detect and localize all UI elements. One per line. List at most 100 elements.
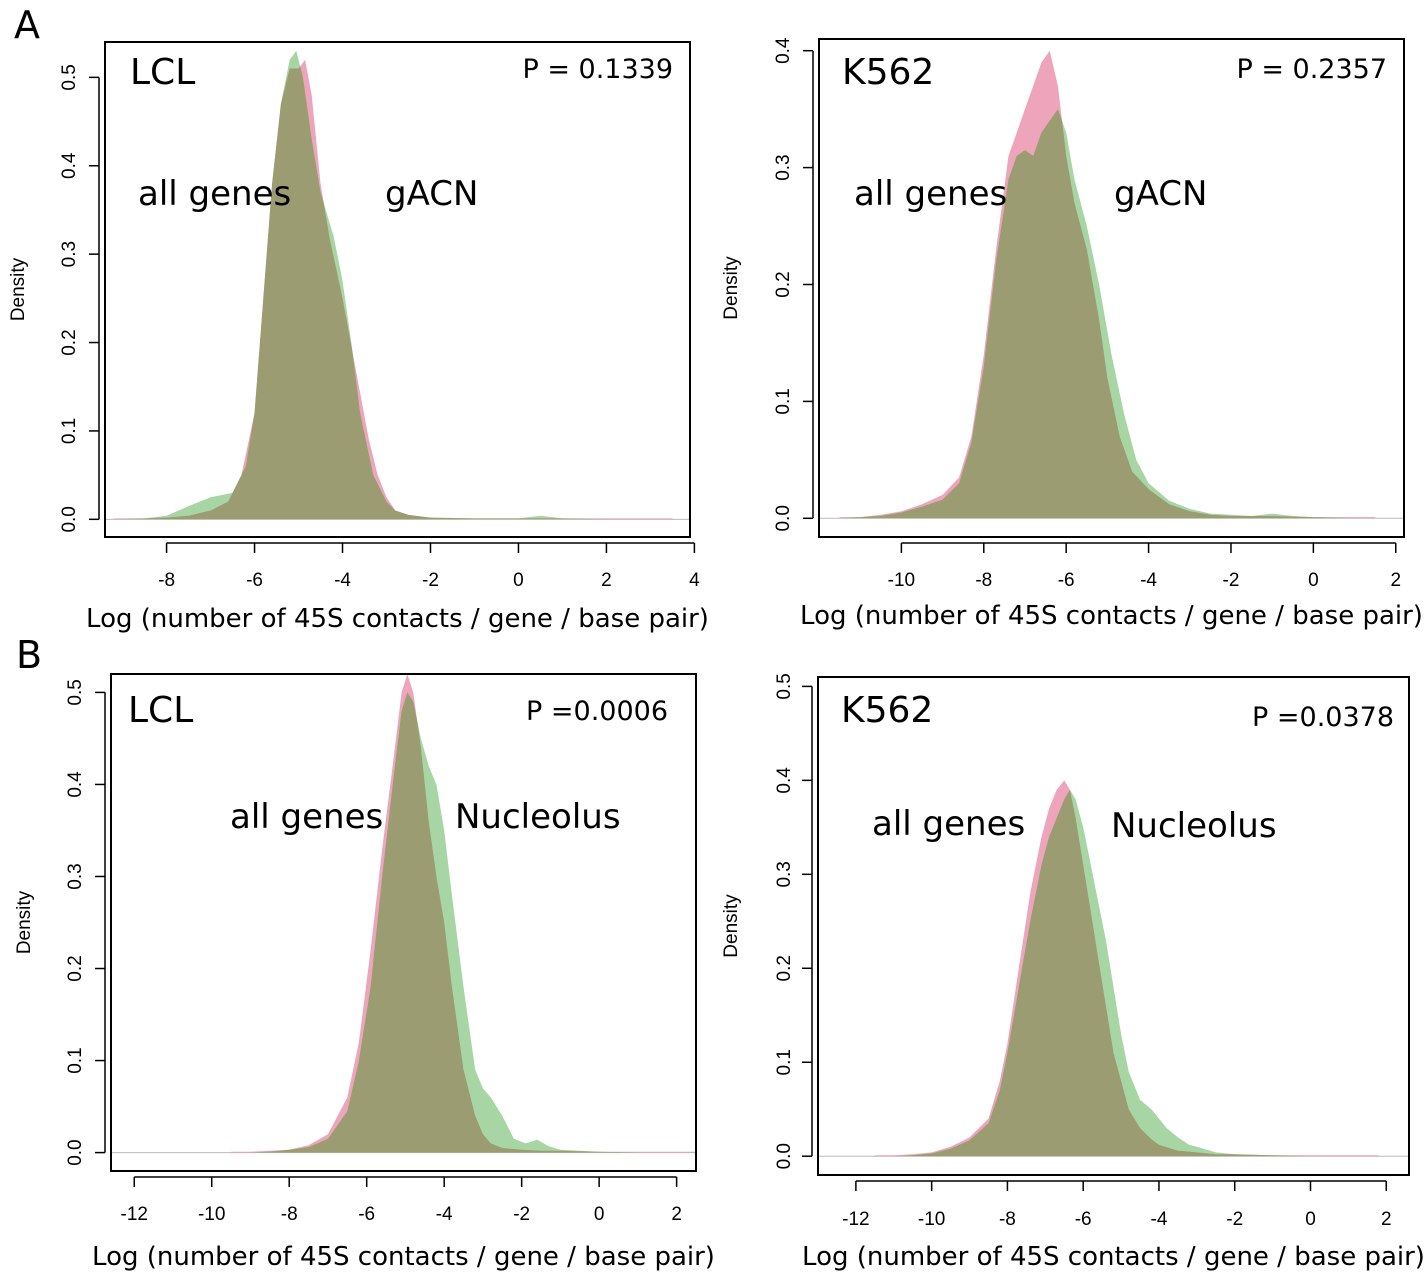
y-tick-label: 0.1: [59, 418, 80, 444]
p-value-label: P = 0.1339: [522, 54, 673, 85]
all-genes-label: all genes: [138, 174, 291, 214]
y-axis: 0.0 0.1 0.2 0.3 0.4 0.5: [59, 64, 100, 533]
y-tick-label: 0.4: [59, 152, 80, 179]
panel-letter-b: B: [16, 633, 42, 677]
x-axis: -10 -8 -6 -4 -2 0 2: [888, 542, 1401, 591]
p-value-label: P =0.0378: [1252, 702, 1394, 733]
x-axis-label: Log (number of 45S contacts / gene / bas…: [800, 601, 1423, 631]
chart-panel-1: -8 -6 -4 -2 0 2 4 0.0 0.1 0.2 0.3 0.4 0.5 Log (number…: [8, 41, 709, 634]
y-tick-label: 0.1: [65, 1047, 86, 1073]
x-tick-label: 2: [671, 1204, 682, 1225]
panel-letter-a: A: [14, 3, 40, 47]
plot-frame: [817, 676, 1410, 1176]
x-tick-label: -12: [121, 1204, 148, 1225]
x-tick-label: -2: [422, 570, 439, 591]
x-tick-label: -8: [158, 570, 175, 591]
y-tick-label: 0.3: [774, 861, 795, 887]
plot-frame: [818, 38, 1405, 538]
y-tick-label: 0.0: [773, 505, 794, 531]
cell-line-label: K562: [842, 52, 934, 93]
x-tick-label: -4: [334, 570, 351, 591]
y-tick-label: 0.3: [65, 863, 86, 889]
y-tick-label: 0.0: [774, 1143, 795, 1169]
x-tick-label: -8: [999, 1209, 1016, 1230]
overlap-density-area: [113, 59, 673, 520]
y-tick-label: 0.0: [65, 1139, 86, 1165]
y-axis: 0.0 0.1 0.2 0.3 0.4: [773, 37, 814, 532]
x-tick-label: -2: [1226, 1209, 1243, 1230]
plot-frame: [110, 673, 697, 1172]
x-tick-label: -10: [198, 1204, 225, 1225]
subset-density-area: [113, 50, 673, 520]
x-tick-label: 2: [1390, 570, 1401, 591]
subset-label: Nucleolus: [455, 797, 621, 837]
x-tick-label: 0: [594, 1204, 605, 1225]
y-axis-label: Density: [14, 890, 35, 954]
x-tick-label: -4: [436, 1204, 453, 1225]
x-tick-label: 0: [1305, 1209, 1316, 1230]
y-tick-label: 0.2: [59, 329, 80, 355]
cell-line-label: LCL: [128, 690, 193, 731]
y-tick-label: 0.3: [773, 154, 794, 180]
y-axis-label: Density: [721, 256, 742, 320]
x-tick-label: 2: [601, 570, 612, 591]
x-tick-label: -6: [1075, 1209, 1092, 1230]
x-axis-label: Log (number of 45S contacts / gene / bas…: [86, 604, 709, 634]
y-tick-label: 0.1: [774, 1049, 795, 1075]
y-tick-label: 0.5: [774, 673, 795, 699]
x-tick-label: -10: [888, 570, 915, 591]
x-tick-label: -6: [358, 1204, 375, 1225]
cell-line-label: K562: [841, 690, 933, 731]
overlap-density-area: [231, 692, 696, 1153]
subset-label: Nucleolus: [1111, 806, 1277, 846]
y-axis-label: Density: [721, 894, 742, 958]
x-tick-label: -12: [842, 1209, 869, 1230]
y-tick-label: 0.0: [59, 506, 80, 532]
x-tick-label: -8: [281, 1204, 298, 1225]
x-tick-label: -8: [975, 570, 992, 591]
y-axis: 0.0 0.1 0.2 0.3 0.4 0.5: [774, 673, 813, 1169]
all-genes-label: all genes: [854, 174, 1007, 214]
x-tick-label: 2: [1381, 1209, 1392, 1230]
plot-frame: [104, 41, 691, 538]
y-tick-label: 0.4: [774, 767, 795, 794]
chart-panel-3: -12 -10 -8 -6 -4 -2 0 2 0.0 0.1 0.2 0.3 0.4 0.5 Log (n…: [14, 673, 715, 1272]
x-tick-label: 0: [1308, 570, 1319, 591]
x-tick-label: -10: [918, 1209, 945, 1230]
y-tick-label: 0.1: [773, 388, 794, 414]
y-tick-label: 0.5: [65, 679, 86, 705]
x-axis: -12 -10 -8 -6 -4 -2 0 2: [121, 1176, 682, 1225]
all-genes-label: all genes: [872, 804, 1025, 844]
x-tick-label: -2: [513, 1204, 530, 1225]
y-tick-label: 0.2: [774, 955, 795, 981]
subset-label: gACN: [1114, 174, 1207, 214]
density-panels: -8 -6 -4 -2 0 2 4 0.0 0.1 0.2 0.3 0.4 0.5 Log (number…: [8, 37, 1424, 1272]
subset-label: gACN: [385, 174, 478, 214]
x-tick-label: -2: [1223, 570, 1240, 591]
y-tick-label: 0.4: [773, 37, 794, 64]
x-tick-label: 4: [689, 570, 700, 591]
x-tick-label: -4: [1140, 570, 1157, 591]
subset-density-area: [874, 789, 1379, 1157]
y-tick-label: 0.3: [59, 241, 80, 267]
y-axis-label: Density: [8, 257, 29, 321]
overlap-density-area: [839, 109, 1376, 519]
y-tick-label: 0.4: [65, 771, 86, 798]
y-axis: 0.0 0.1 0.2 0.3 0.4 0.5: [65, 679, 106, 1166]
chart-panel-2: -10 -8 -6 -4 -2 0 2 0.0 0.1 0.2 0.3 0.4 Log (number …: [721, 37, 1423, 631]
x-tick-label: -6: [246, 570, 263, 591]
y-tick-label: 0.2: [773, 271, 794, 297]
all-genes-label: all genes: [230, 797, 383, 837]
chart-panel-4: -12 -10 -8 -6 -4 -2 0 2 0.0 0.1 0.2 0.3 0.4 0.5 Log (n…: [721, 673, 1424, 1272]
x-axis-label: Log (number of 45S contacts / gene / bas…: [802, 1242, 1424, 1272]
x-tick-label: -6: [1058, 570, 1075, 591]
y-tick-label: 0.2: [65, 955, 86, 981]
y-tick-label: 0.5: [59, 64, 80, 90]
x-tick-label: 0: [513, 570, 524, 591]
x-tick-label: -4: [1151, 1209, 1168, 1230]
x-axis: -12 -10 -8 -6 -4 -2 0 2: [842, 1180, 1392, 1230]
p-value-label: P = 0.2357: [1236, 54, 1387, 85]
x-axis-label: Log (number of 45S contacts / gene / bas…: [92, 1242, 715, 1272]
all-genes-density-area: [113, 59, 673, 520]
